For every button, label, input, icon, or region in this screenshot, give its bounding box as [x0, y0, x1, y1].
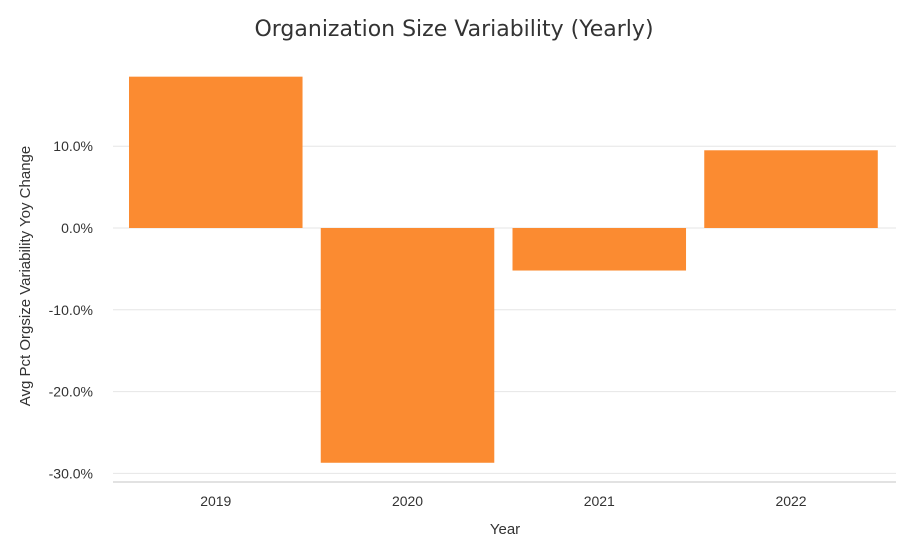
- y-tick-label: -10.0%: [49, 302, 93, 318]
- y-axis-label: Avg Pct Orgsize Variability Yoy Change: [17, 146, 34, 406]
- bar-2021[interactable]: [512, 228, 687, 271]
- x-tick-label: 2020: [392, 493, 423, 509]
- y-tick-label: -30.0%: [49, 465, 93, 481]
- x-tick-label: 2019: [200, 493, 231, 509]
- y-axis-ticks: -30.0% -20.0% -10.0% 0.0% 10.0%: [49, 138, 93, 481]
- bar-2022[interactable]: [704, 150, 878, 228]
- x-tick-label: 2022: [775, 493, 806, 509]
- y-tick-label: 0.0%: [61, 220, 93, 236]
- x-axis-ticks: 2019 2020 2021 2022: [200, 493, 807, 509]
- x-axis-label: Year: [490, 521, 520, 538]
- x-tick-label: 2021: [584, 493, 615, 509]
- y-tick-label: -20.0%: [49, 384, 93, 400]
- bars: [129, 76, 878, 463]
- bar-2019[interactable]: [129, 76, 303, 228]
- bar-2020[interactable]: [320, 228, 495, 463]
- chart-title: Organization Size Variability (Yearly): [254, 17, 653, 42]
- y-tick-label: 10.0%: [53, 138, 93, 154]
